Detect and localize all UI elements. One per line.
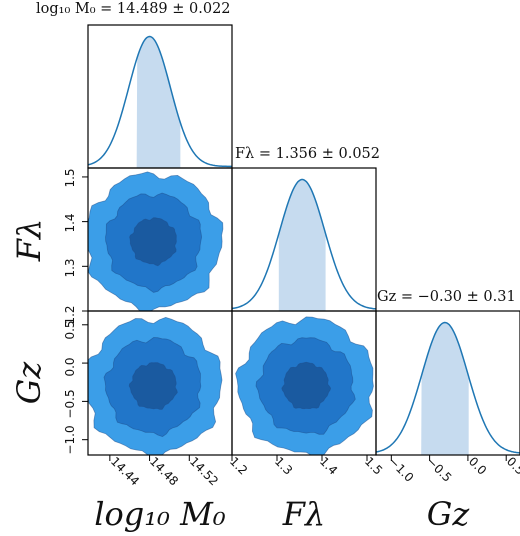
xtick-fl-4: 1.5 — [362, 454, 385, 477]
posterior-curve — [231, 178, 377, 310]
frame-gz-hist — [375, 310, 520, 456]
ytick-gz-1: −1.0 — [63, 425, 77, 454]
xlabel-fl: Fλ — [282, 495, 325, 533]
credible-interval-band — [278, 179, 326, 311]
xlabel-m0: log₁₀ M₀ — [94, 495, 226, 533]
y-ticks-gz: −1.0 −0.5 0.0 0.5 — [63, 320, 77, 454]
ticks — [82, 176, 507, 461]
ytick-gz-3: 0.0 — [63, 357, 77, 376]
xtick-m0-2: 14.48 — [147, 454, 181, 488]
xtick-gz-2: −0.5 — [424, 454, 455, 485]
posterior-curve — [375, 321, 520, 454]
ytick-gz-2: −0.5 — [63, 389, 77, 418]
ytick-gz-4: 0.5 — [63, 320, 77, 339]
x-ticks-m0: 14.44 14.48 14.52 — [108, 454, 221, 488]
contour-1-sigma — [281, 361, 332, 410]
xtick-fl-1: 1.2 — [227, 454, 250, 477]
histogram-gz — [375, 321, 520, 455]
y-ticks-fl: 1.2 1.3 1.4 1.5 — [63, 168, 77, 324]
ytick-fl-2: 1.3 — [63, 258, 77, 277]
ytick-fl-4: 1.5 — [63, 168, 77, 187]
histogram-fl — [231, 178, 377, 311]
contour-fl-vs-m0 — [88, 171, 224, 311]
ylabel-fl: Fλ — [10, 219, 48, 262]
contour-1-sigma — [129, 217, 177, 267]
xtick-m0-3: 14.52 — [187, 454, 221, 488]
posterior-curve — [87, 35, 232, 168]
title-m0: log₁₀ M₀ = 14.489 ± 0.022 — [36, 1, 231, 17]
title-fl: Fλ = 1.356 ± 0.052 — [235, 146, 380, 162]
ylabel-gz: Gz — [10, 361, 48, 405]
ytick-fl-1: 1.2 — [63, 305, 77, 324]
xlabel-gz: Gz — [427, 495, 471, 533]
contour-1-sigma — [128, 362, 178, 410]
xtick-gz-1: −1.0 — [386, 454, 417, 485]
credible-interval-band — [421, 322, 469, 455]
contour-gz-vs-m0 — [88, 316, 223, 455]
xtick-m0-1: 14.44 — [108, 454, 142, 488]
contour-gz-vs-fl — [235, 316, 374, 455]
xtick-fl-2: 1.3 — [272, 454, 295, 477]
xtick-fl-3: 1.4 — [317, 454, 340, 477]
ytick-fl-3: 1.4 — [63, 213, 77, 232]
x-ticks-fl: 1.2 1.3 1.4 1.5 — [227, 454, 385, 477]
xtick-gz-3: 0.0 — [466, 454, 489, 477]
x-ticks-gz: −1.0 −0.5 0.0 0.5 — [386, 454, 520, 485]
histogram-m0 — [87, 35, 232, 168]
title-gz: Gz = −0.30 ± 0.31 — [377, 289, 516, 305]
credible-interval-band — [136, 36, 181, 168]
